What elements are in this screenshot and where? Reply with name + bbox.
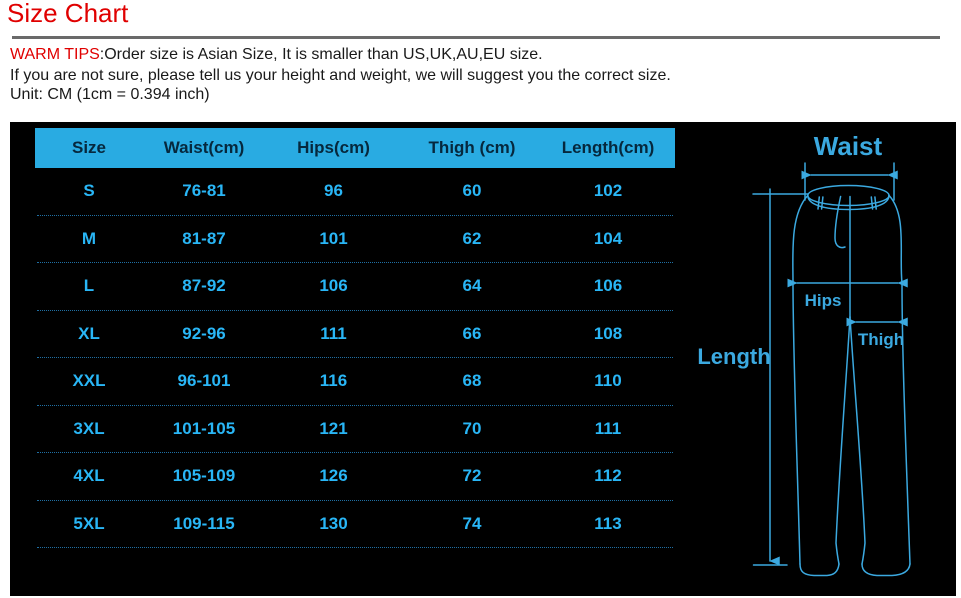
svg-text:Waist: Waist: [814, 131, 883, 161]
svg-text:Hips: Hips: [805, 291, 842, 310]
svg-text:Length: Length: [697, 344, 770, 369]
svg-text:Thigh: Thigh: [858, 330, 904, 349]
